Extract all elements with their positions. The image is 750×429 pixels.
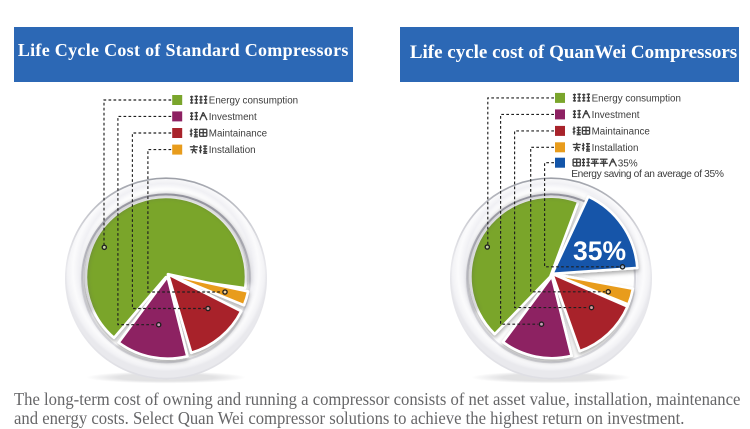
svg-text:Investment: Investment xyxy=(592,110,640,121)
svg-text:Energy consumption: Energy consumption xyxy=(592,94,681,105)
svg-text:Energy consumption: Energy consumption xyxy=(209,96,298,107)
svg-text:Installation: Installation xyxy=(592,143,639,154)
svg-text:Investment: Investment xyxy=(209,112,257,123)
svg-text:Energy saving of an average of: Energy saving of an average of 35% xyxy=(571,169,724,180)
svg-text:35%: 35% xyxy=(573,236,626,266)
svg-text:Maintainance: Maintainance xyxy=(592,127,651,138)
svg-text:Installation: Installation xyxy=(209,145,256,156)
svg-text:35%: 35% xyxy=(618,158,638,169)
svg-text:Maintainance: Maintainance xyxy=(209,129,268,140)
